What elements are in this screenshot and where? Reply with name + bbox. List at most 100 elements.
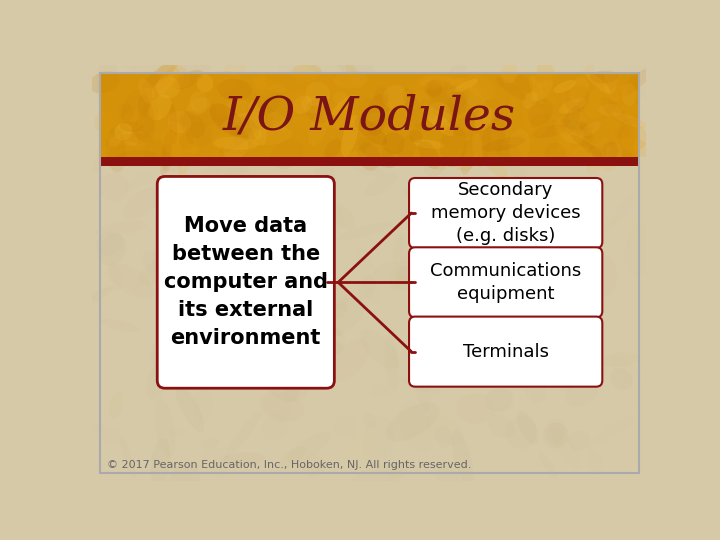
Ellipse shape: [120, 133, 153, 143]
Ellipse shape: [178, 143, 195, 174]
Ellipse shape: [251, 76, 287, 93]
Ellipse shape: [466, 71, 496, 100]
Ellipse shape: [248, 127, 261, 140]
Ellipse shape: [310, 201, 339, 221]
Ellipse shape: [201, 222, 221, 271]
Ellipse shape: [122, 110, 145, 130]
Ellipse shape: [501, 337, 516, 363]
Ellipse shape: [255, 224, 269, 240]
Ellipse shape: [331, 94, 356, 116]
Ellipse shape: [189, 91, 207, 112]
FancyBboxPatch shape: [409, 247, 603, 318]
Ellipse shape: [390, 251, 416, 291]
Ellipse shape: [181, 112, 195, 126]
Ellipse shape: [306, 53, 360, 83]
Ellipse shape: [225, 114, 251, 130]
Ellipse shape: [432, 146, 453, 170]
Ellipse shape: [417, 76, 456, 87]
Ellipse shape: [600, 89, 635, 111]
Ellipse shape: [287, 414, 312, 464]
Ellipse shape: [345, 62, 361, 88]
Ellipse shape: [266, 72, 279, 86]
Ellipse shape: [483, 132, 498, 150]
Ellipse shape: [302, 455, 325, 477]
Ellipse shape: [217, 57, 246, 94]
Ellipse shape: [588, 146, 607, 158]
Ellipse shape: [150, 117, 180, 157]
Ellipse shape: [108, 263, 153, 298]
Ellipse shape: [452, 147, 477, 171]
Ellipse shape: [388, 460, 410, 484]
Ellipse shape: [631, 145, 656, 174]
Ellipse shape: [552, 119, 594, 130]
Ellipse shape: [533, 125, 567, 138]
Ellipse shape: [505, 188, 551, 220]
Ellipse shape: [382, 85, 408, 109]
Ellipse shape: [418, 183, 477, 205]
Ellipse shape: [495, 319, 517, 334]
Ellipse shape: [180, 79, 191, 103]
Ellipse shape: [566, 302, 604, 331]
Ellipse shape: [162, 144, 172, 173]
Ellipse shape: [197, 74, 213, 92]
Ellipse shape: [569, 342, 602, 357]
Ellipse shape: [329, 284, 348, 309]
Ellipse shape: [485, 388, 513, 413]
Ellipse shape: [243, 112, 269, 139]
Ellipse shape: [397, 136, 416, 160]
Ellipse shape: [324, 139, 341, 159]
Ellipse shape: [179, 111, 205, 138]
Ellipse shape: [183, 237, 206, 257]
Ellipse shape: [387, 99, 402, 113]
Ellipse shape: [545, 143, 567, 164]
Ellipse shape: [228, 90, 250, 112]
Ellipse shape: [399, 377, 442, 394]
Ellipse shape: [395, 276, 423, 292]
Ellipse shape: [192, 281, 242, 316]
Ellipse shape: [254, 356, 300, 402]
FancyBboxPatch shape: [157, 177, 334, 388]
Ellipse shape: [108, 377, 142, 405]
Ellipse shape: [316, 297, 365, 338]
Ellipse shape: [425, 75, 464, 85]
Ellipse shape: [213, 137, 259, 150]
Ellipse shape: [235, 90, 249, 135]
Ellipse shape: [365, 173, 397, 195]
Ellipse shape: [461, 134, 477, 175]
Ellipse shape: [612, 112, 648, 129]
Ellipse shape: [262, 415, 288, 441]
Ellipse shape: [335, 146, 384, 176]
Ellipse shape: [122, 89, 149, 128]
Ellipse shape: [120, 438, 136, 478]
Ellipse shape: [483, 137, 525, 152]
Ellipse shape: [496, 77, 526, 100]
Ellipse shape: [143, 185, 168, 220]
Ellipse shape: [618, 210, 673, 241]
Ellipse shape: [94, 221, 146, 237]
Ellipse shape: [247, 94, 272, 131]
Ellipse shape: [614, 126, 629, 139]
Ellipse shape: [357, 143, 380, 171]
Ellipse shape: [438, 104, 452, 127]
Ellipse shape: [261, 93, 288, 125]
Ellipse shape: [618, 210, 654, 235]
Ellipse shape: [324, 103, 355, 130]
Ellipse shape: [426, 102, 451, 125]
Ellipse shape: [350, 146, 369, 165]
Ellipse shape: [207, 163, 249, 192]
Ellipse shape: [514, 77, 557, 113]
Ellipse shape: [200, 195, 228, 221]
Ellipse shape: [163, 126, 183, 150]
Ellipse shape: [472, 278, 517, 300]
Ellipse shape: [298, 160, 323, 187]
Ellipse shape: [108, 382, 145, 416]
Ellipse shape: [618, 137, 656, 157]
Ellipse shape: [418, 141, 440, 169]
Ellipse shape: [403, 81, 431, 99]
Ellipse shape: [351, 111, 394, 123]
Ellipse shape: [307, 100, 330, 124]
Ellipse shape: [474, 109, 495, 130]
Ellipse shape: [475, 106, 492, 132]
Ellipse shape: [287, 278, 307, 330]
Ellipse shape: [536, 58, 558, 103]
